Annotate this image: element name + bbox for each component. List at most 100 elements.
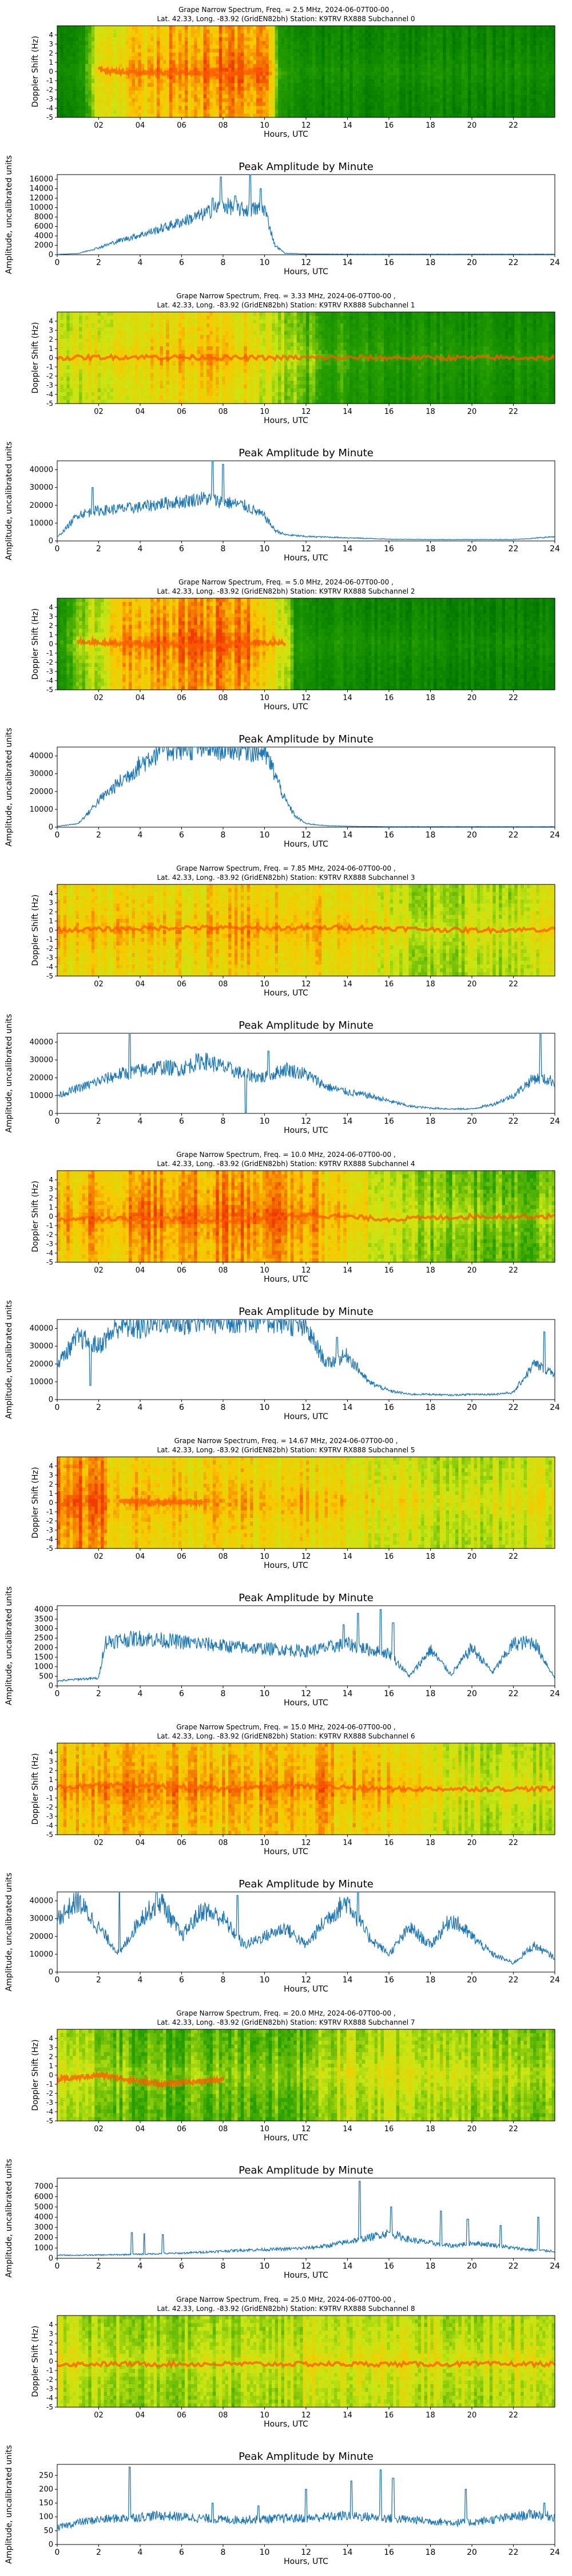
- heatmap-cell: [194, 83, 197, 87]
- heatmap-cell: [126, 60, 129, 64]
- heatmap-cell: [66, 79, 70, 83]
- heatmap-cell: [76, 37, 80, 41]
- heatmap-cell: [57, 87, 61, 91]
- heatmap-cell: [63, 60, 67, 64]
- heatmap-cell: [57, 76, 61, 80]
- heatmap-cell: [66, 98, 70, 102]
- heatmap-cell: [110, 94, 113, 98]
- heatmap-cell: [163, 110, 166, 114]
- heatmap-cell: [129, 106, 132, 110]
- heatmap-cell: [120, 79, 123, 83]
- heatmap-cell: [176, 30, 179, 34]
- heatmap-cell: [126, 64, 129, 68]
- heatmap-cell: [182, 37, 185, 41]
- heatmap-cell: [154, 110, 157, 114]
- heatmap-cell: [104, 60, 108, 64]
- heatmap-cell: [204, 94, 207, 98]
- heatmap-cell: [178, 53, 182, 57]
- heatmap-cell: [169, 98, 173, 102]
- heatmap-cell: [60, 68, 63, 72]
- heatmap-cell: [92, 72, 95, 76]
- heatmap-cell: [92, 33, 95, 37]
- heatmap-cell: [160, 56, 163, 60]
- heatmap-cell: [194, 94, 197, 98]
- heatmap-cell: [194, 87, 197, 91]
- heatmap-cell: [82, 56, 86, 60]
- heatmap-cell: [150, 26, 154, 30]
- heatmap-cell: [101, 37, 104, 41]
- heatmap-cell: [120, 64, 123, 68]
- heatmap-cell: [172, 26, 176, 30]
- heatmap-cell: [169, 53, 173, 57]
- heatmap-cell: [76, 45, 80, 49]
- heatmap-cell: [85, 26, 89, 30]
- heatmap-cell: [79, 90, 82, 94]
- heatmap-cell: [197, 41, 201, 45]
- heatmap-cell: [79, 87, 82, 91]
- heatmap-cell: [107, 37, 110, 41]
- heatmap-cell: [104, 106, 108, 110]
- heatmap-cell: [138, 30, 141, 34]
- heatmap-cell: [85, 53, 89, 57]
- heatmap-cell: [144, 45, 148, 49]
- heatmap-cell: [70, 37, 73, 41]
- heatmap-cell: [66, 37, 70, 41]
- heatmap-cell: [157, 53, 160, 57]
- heatmap-cell: [172, 90, 176, 94]
- heatmap-cell: [85, 45, 89, 49]
- heatmap-cell: [60, 49, 63, 53]
- heatmap-cell: [172, 110, 176, 114]
- heatmap-cell: [172, 41, 176, 45]
- heatmap-cell: [132, 64, 136, 68]
- heatmap-cell: [60, 26, 63, 30]
- heatmap-cell: [76, 33, 80, 37]
- heatmap-cell: [169, 106, 173, 110]
- heatmap-cell: [194, 110, 197, 114]
- heatmap-cell: [110, 87, 113, 91]
- heatmap-cell: [113, 53, 117, 57]
- heatmap-cell: [154, 64, 157, 68]
- heatmap-cell: [160, 60, 163, 64]
- heatmap-cell: [85, 83, 89, 87]
- heatmap-cell: [135, 79, 138, 83]
- heatmap-cell: [70, 68, 73, 72]
- heatmap-cell: [57, 53, 61, 57]
- heatmap-cell: [166, 30, 169, 34]
- heatmap-cell: [204, 90, 207, 94]
- heatmap-cell: [104, 37, 108, 41]
- heatmap-cell: [73, 60, 76, 64]
- heatmap-cell: [163, 30, 166, 34]
- heatmap-cell: [194, 79, 197, 83]
- heatmap-cell: [200, 37, 204, 41]
- heatmap-cell: [166, 56, 169, 60]
- heatmap-cell: [200, 53, 204, 57]
- heatmap-cell: [104, 94, 108, 98]
- heatmap-cell: [98, 49, 101, 53]
- heatmap-cell: [160, 49, 163, 53]
- heatmap-cell: [144, 98, 148, 102]
- heatmap-cell: [66, 90, 70, 94]
- heatmap-cell: [144, 90, 148, 94]
- heatmap-cell: [132, 87, 136, 91]
- heatmap-cell: [206, 37, 210, 41]
- heatmap-cell: [169, 33, 173, 37]
- heatmap-cell: [63, 41, 67, 45]
- heatmap-cell: [209, 26, 213, 30]
- heatmap-cell: [73, 30, 76, 34]
- heatmap-cell: [172, 30, 176, 34]
- heatmap-cell: [185, 87, 188, 91]
- heatmap-cell: [206, 49, 210, 53]
- heatmap-cell: [116, 98, 120, 102]
- heatmap-cell: [113, 30, 117, 34]
- heatmap-cell: [92, 68, 95, 72]
- heatmap-cell: [176, 41, 179, 45]
- heatmap-cell: [104, 110, 108, 114]
- heatmap-cell: [135, 94, 138, 98]
- heatmap-cell: [120, 94, 123, 98]
- heatmap-cell: [85, 102, 89, 106]
- heatmap-cell: [200, 83, 204, 87]
- heatmap-cell: [157, 45, 160, 49]
- heatmap-cell: [191, 45, 194, 49]
- heatmap-cell: [116, 45, 120, 49]
- heatmap-cell: [70, 41, 73, 45]
